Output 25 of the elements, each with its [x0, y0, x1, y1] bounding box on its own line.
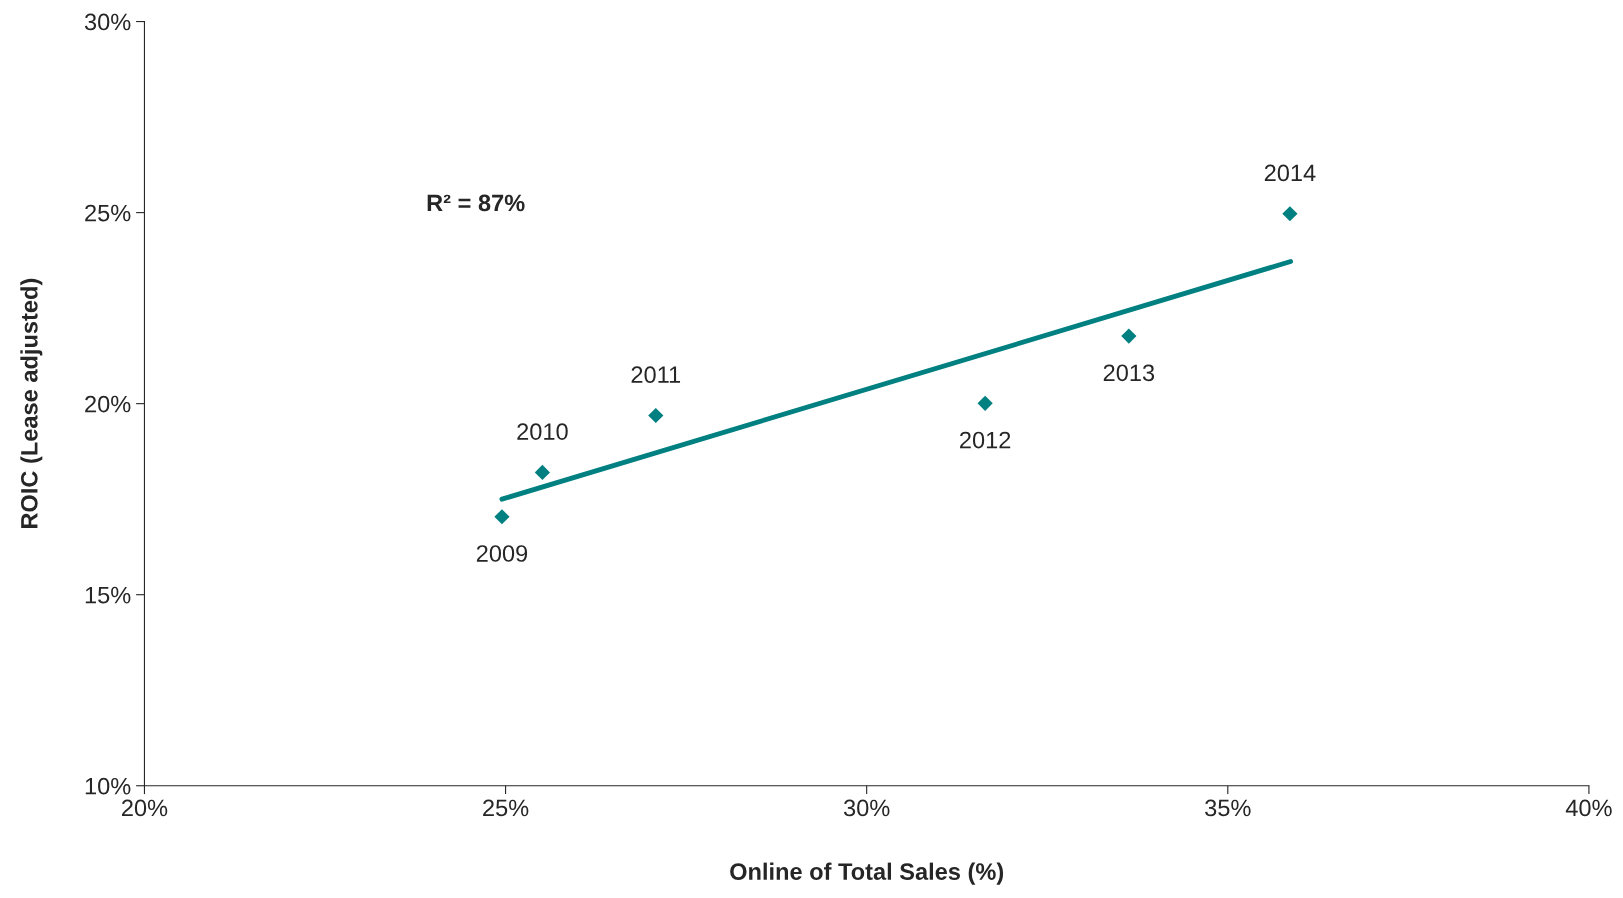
- annotation: 2011: [631, 366, 681, 384]
- point: [494, 509, 510, 525]
- point: [1282, 206, 1298, 222]
- annotation: 2012: [960, 431, 1011, 449]
- y-tick-label: 20%: [85, 395, 131, 413]
- y-tick-label: 15%: [85, 586, 131, 604]
- point: [534, 464, 551, 481]
- annotation: 2013: [1103, 364, 1155, 382]
- y-tick-label: 30%: [84, 13, 131, 31]
- point: [648, 407, 664, 424]
- y-tick-label: 25%: [85, 204, 131, 222]
- x-tick-label: 40%: [1565, 799, 1612, 817]
- y-axis-title: ROIC (Lease adjusted): [20, 278, 43, 529]
- y-tick-label: 10%: [85, 777, 131, 795]
- x-tick-label: 35%: [1205, 799, 1251, 817]
- annotation: 2009: [476, 545, 528, 562]
- annotation: 2010: [517, 423, 568, 440]
- x-axis-title: Online of Total Sales (%): [730, 862, 1004, 885]
- annotation: R² = 87%: [427, 194, 525, 212]
- x-tick-label: 20%: [122, 799, 168, 817]
- annotation: 2014: [1264, 164, 1316, 182]
- x-tick-label: 30%: [843, 799, 890, 817]
- point: [1121, 328, 1137, 344]
- x-tick-label: 25%: [483, 799, 529, 817]
- point: [977, 395, 993, 411]
